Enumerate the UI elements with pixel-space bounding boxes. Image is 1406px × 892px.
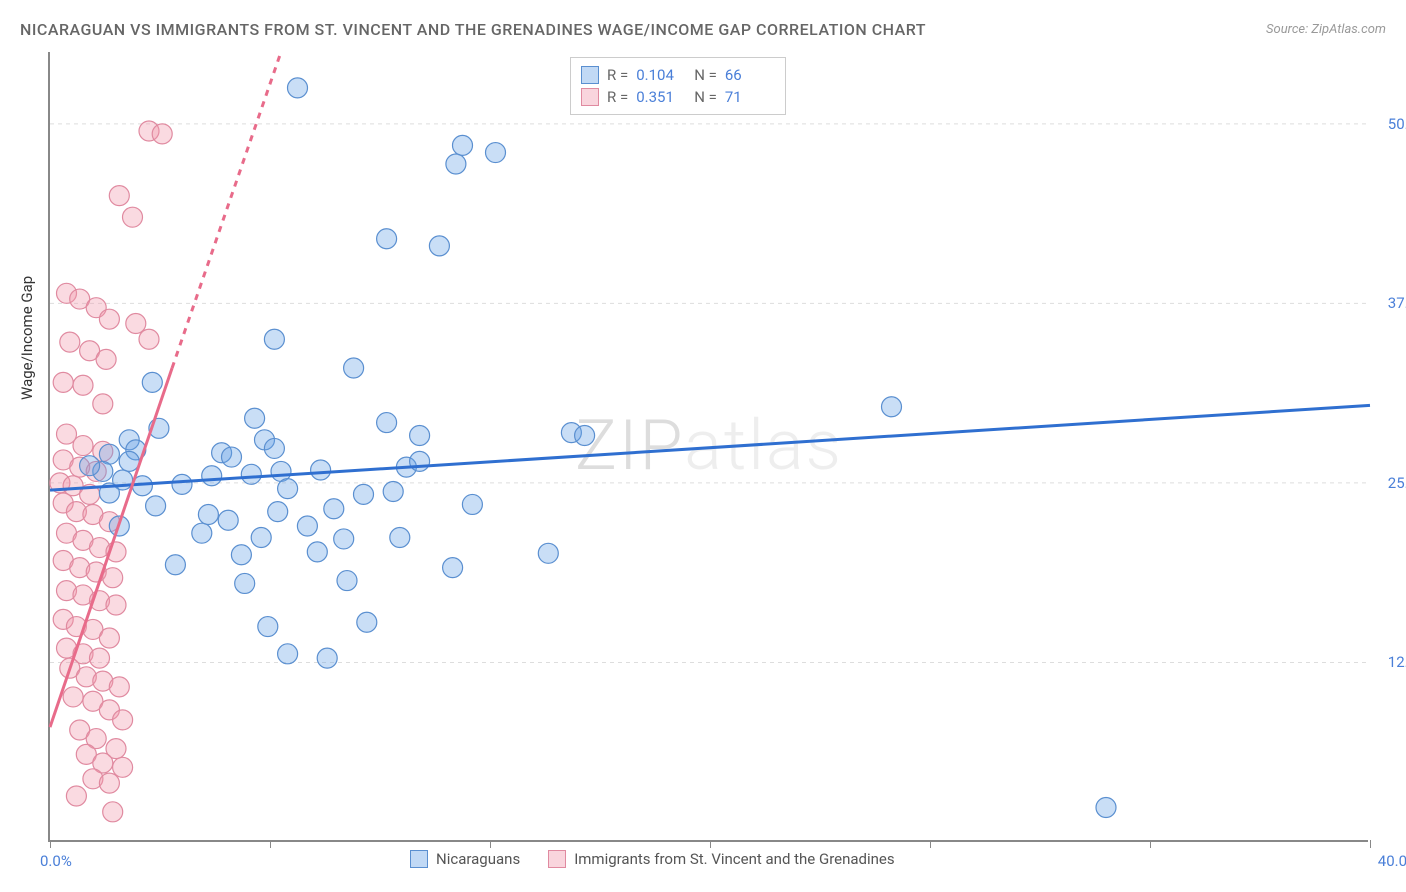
r-label: R =	[607, 88, 628, 106]
x-tick	[490, 840, 491, 848]
chart-title: NICARAGUAN VS IMMIGRANTS FROM ST. VINCEN…	[20, 20, 926, 39]
plot-svg	[50, 52, 1368, 840]
x-tick	[930, 840, 931, 848]
legend-row-blue: R = 0.104 N = 66	[581, 64, 775, 86]
swatch-blue-icon	[581, 66, 599, 84]
legend-row-pink: R = 0.351 N = 71	[581, 86, 775, 108]
x-tick	[270, 840, 271, 848]
series-name-pink: Immigrants from St. Vincent and the Gren…	[574, 850, 894, 868]
y-tick-label: 50.0%	[1388, 115, 1406, 133]
x-axis-min-label: 0.0%	[40, 852, 72, 870]
n-value-blue: 66	[725, 66, 775, 84]
r-value-pink: 0.351	[636, 88, 686, 106]
y-tick-label: 12.5%	[1388, 653, 1406, 671]
x-tick	[1370, 840, 1371, 848]
y-axis-label: Wage/Income Gap	[18, 276, 36, 400]
legend-item-pink: Immigrants from St. Vincent and the Gren…	[548, 850, 894, 868]
swatch-blue-icon	[410, 850, 428, 868]
series-name-blue: Nicaraguans	[436, 850, 520, 868]
source-credit: Source: ZipAtlas.com	[1266, 22, 1386, 37]
n-value-pink: 71	[725, 88, 775, 106]
legend-item-blue: Nicaraguans	[410, 850, 520, 868]
series-legend: Nicaraguans Immigrants from St. Vincent …	[410, 850, 895, 868]
y-tick-label: 37.5%	[1388, 294, 1406, 312]
correlation-legend: R = 0.104 N = 66 R = 0.351 N = 71	[570, 57, 786, 115]
swatch-pink-icon	[581, 88, 599, 106]
chart-plot-area: ZIPatlas 12.5%25.0%37.5%50.0% 0.0% 40.0%…	[48, 52, 1368, 842]
x-axis-max-label: 40.0%	[1378, 852, 1406, 870]
y-tick-label: 25.0%	[1388, 474, 1406, 492]
n-label: N =	[694, 66, 717, 84]
x-tick	[50, 840, 51, 848]
r-label: R =	[607, 66, 628, 84]
x-tick	[1150, 840, 1151, 848]
x-tick	[710, 840, 711, 848]
swatch-pink-icon	[548, 850, 566, 868]
r-value-blue: 0.104	[636, 66, 686, 84]
n-label: N =	[694, 88, 717, 106]
